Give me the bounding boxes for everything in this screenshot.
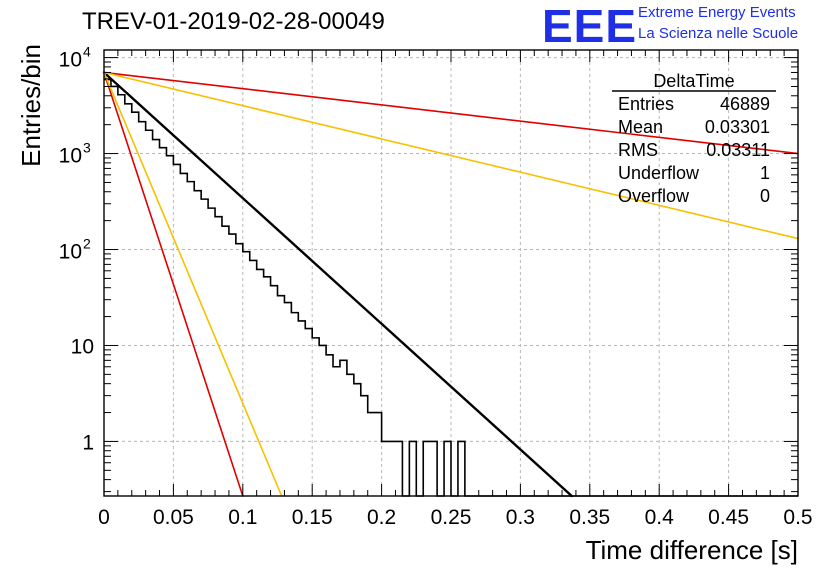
stats-label: RMS [618,140,658,160]
fit-line-3 [103,71,244,497]
fit-lines [102,71,799,498]
stats-value: 46889 [720,94,770,114]
logo-line-2: La Scienza nelle Scuole [638,25,799,42]
stats-label: Overflow [618,186,690,206]
stats-box: DeltaTime Entries 46889 Mean 0.03301 RMS 0.033… [612,71,776,206]
fit-line-0 [102,71,573,498]
x-tick-label: 0.35 [569,506,610,529]
x-tick-label: 0.15 [292,506,333,529]
x-tick-label: 0.2 [367,506,396,529]
x-tick-label: 0.5 [783,506,812,529]
y-tick-label: 10 [59,49,82,72]
axes: 0 0.05 0.1 0.15 0.2 0.25 0.3 0.35 0.4 0.45 0.51101… [16,44,813,565]
fit-line-1 [103,71,799,155]
x-tick-label: 0.05 [153,506,194,529]
grid-lines [104,50,798,496]
fit-line-2 [103,71,799,240]
y-tick-exponent: 2 [83,236,91,252]
y-tick-label: 1 [82,431,94,454]
stats-name: DeltaTime [653,71,734,91]
x-tick-label: 0.3 [506,506,535,529]
plot-title: TREV-01-2019-02-28-00049 [82,8,385,35]
y-tick-exponent: 4 [83,44,91,60]
fit-line-4 [103,71,283,497]
x-tick-label: 0 [98,506,110,529]
stats-label: Underflow [618,163,700,183]
y-tick-label: 10 [71,335,94,358]
stats-label: Entries [618,94,674,114]
y-tick-label: 10 [59,145,82,168]
x-tick-label: 0.25 [431,506,472,529]
stats-label: Mean [618,117,663,137]
eee-logo: EEE [542,0,638,52]
x-tick-label: 0.4 [645,506,675,529]
stats-value: 1 [760,163,770,183]
x-axis-title: Time difference [s] [586,535,798,565]
x-tick-label: 0.45 [708,506,749,529]
y-tick-label: 10 [59,241,82,264]
stats-value: 0.03301 [705,117,770,137]
stats-value: 0 [760,186,770,206]
logo-line-1: Extreme Energy Events [638,4,796,21]
y-tick-exponent: 3 [83,140,91,156]
x-tick-label: 0.1 [228,506,257,529]
y-axis-title: Entries/bin [16,44,46,167]
stats-value: 0.03311 [706,140,770,160]
